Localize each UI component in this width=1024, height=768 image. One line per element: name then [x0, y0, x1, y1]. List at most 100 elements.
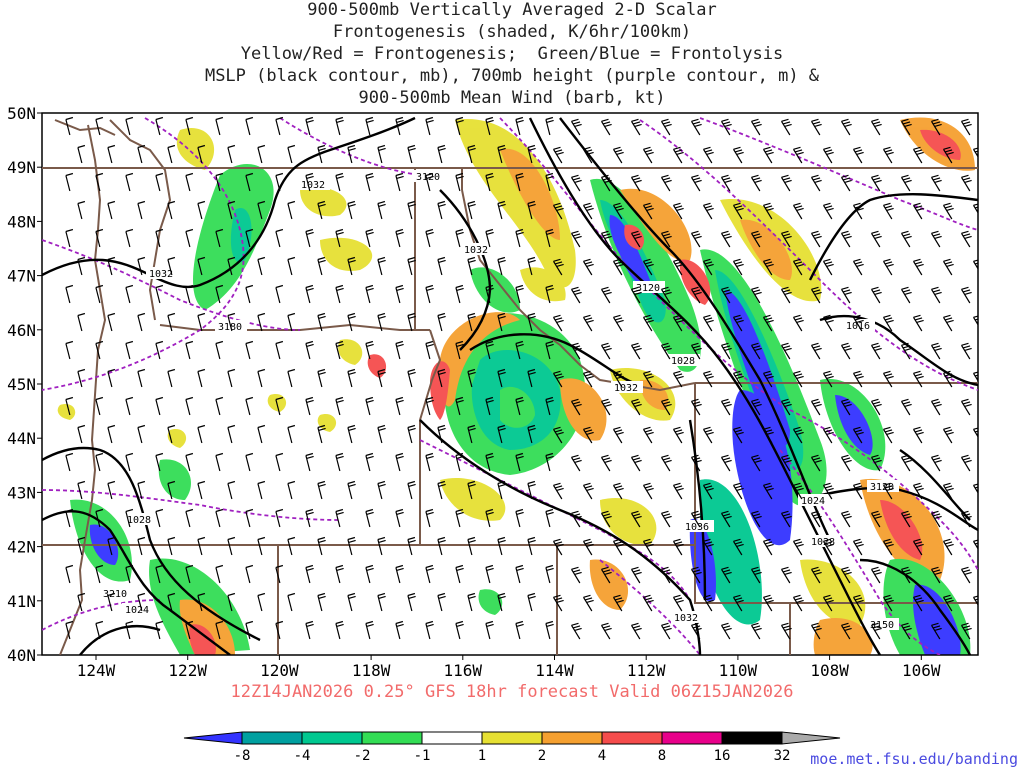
wind-barb — [257, 368, 266, 388]
wind-barb — [912, 146, 924, 164]
wind-barb — [467, 592, 476, 612]
wind-barb — [810, 230, 822, 248]
wind-barb — [395, 564, 404, 584]
colorbar-label: 2 — [538, 748, 546, 764]
wind-barb — [780, 286, 792, 304]
credit-link[interactable]: moe.met.fsu.edu/banding — [810, 750, 1018, 768]
wind-barb — [275, 228, 284, 248]
wind-barb — [425, 340, 434, 360]
wind-barb — [870, 398, 882, 416]
wind-barb — [245, 508, 254, 528]
wind-barb — [942, 482, 954, 500]
wind-barb — [732, 538, 744, 556]
colorbar-segment — [781, 731, 841, 745]
wind-barb — [570, 118, 582, 136]
wind-barb — [215, 172, 224, 192]
wind-barb — [972, 203, 978, 214]
wind-barb — [972, 371, 978, 382]
mslp-label: 1016 — [846, 321, 870, 332]
wind-barb — [407, 536, 416, 556]
wind-barb — [497, 312, 506, 332]
wind-barb — [630, 286, 642, 304]
wind-barb — [810, 174, 822, 192]
wind-barb — [95, 508, 104, 528]
wind-barb — [840, 566, 852, 584]
wind-barb — [347, 256, 356, 276]
wind-barb — [660, 174, 672, 192]
wind-barb — [702, 538, 714, 556]
wind-barb — [395, 508, 404, 528]
height-label: 3120 — [870, 482, 894, 493]
wind-barb — [942, 370, 954, 388]
wind-barb — [912, 426, 924, 444]
wind-barb — [497, 144, 506, 164]
wind-barb — [215, 396, 224, 416]
lat-tick-label: 45N — [7, 375, 36, 394]
wind-barb — [630, 566, 642, 584]
wind-barb — [642, 202, 654, 220]
lon-tick-label: 118W — [352, 661, 391, 680]
mslp-label: 1032 — [149, 269, 173, 280]
mslp-label: 1032 — [614, 383, 638, 394]
wind-barb — [780, 510, 792, 528]
wind-barb — [275, 452, 284, 472]
wind-barb — [582, 370, 594, 388]
wind-barb — [852, 370, 864, 388]
wind-barb — [852, 314, 864, 332]
wind-barb — [65, 228, 74, 248]
wind-barb — [732, 370, 744, 388]
wind-barb — [702, 202, 714, 220]
wind-barb — [720, 454, 732, 472]
wind-barb — [167, 536, 176, 556]
wind-barb — [425, 452, 434, 472]
wind-barb — [305, 172, 314, 192]
wind-barb — [365, 452, 374, 472]
wind-barb — [852, 594, 864, 612]
wind-barb — [155, 508, 164, 528]
wind-barb — [822, 370, 834, 388]
wind-barb — [702, 146, 714, 164]
wind-barb — [612, 426, 624, 444]
wind-barb — [455, 284, 464, 304]
wind-barb — [870, 286, 882, 304]
wind-barb — [317, 200, 326, 220]
wind-barb — [660, 286, 672, 304]
wind-barb — [762, 146, 774, 164]
wind-barb — [672, 538, 684, 556]
wind-barb — [527, 312, 536, 332]
wind-barb — [642, 426, 654, 444]
wind-barb — [275, 564, 284, 584]
wind-barb — [167, 200, 176, 220]
wind-barb — [822, 482, 834, 500]
wind-barb — [155, 620, 164, 640]
wind-barb — [395, 340, 404, 360]
wind-barb — [287, 312, 296, 332]
wind-barb — [407, 424, 416, 444]
wind-barb — [455, 508, 464, 528]
wind-barb — [930, 342, 942, 360]
wind-barb — [227, 200, 236, 220]
wind-barb — [732, 258, 744, 276]
wind-barb — [732, 314, 744, 332]
wind-barb — [690, 622, 702, 640]
wind-barb — [227, 144, 236, 164]
wind-barb — [197, 256, 206, 276]
wind-barb — [552, 538, 564, 556]
wind-barb — [167, 312, 176, 332]
wind-barb — [690, 398, 702, 416]
wind-barb — [425, 508, 434, 528]
wind-barb — [570, 174, 582, 192]
wind-barb — [852, 258, 864, 276]
wind-barb — [960, 230, 972, 248]
wind-barb — [840, 230, 852, 248]
wind-barb — [167, 480, 176, 500]
wind-barb — [840, 118, 852, 136]
wind-barb — [377, 592, 386, 612]
wind-barb — [485, 508, 494, 528]
wind-barb — [792, 146, 804, 164]
colorbar-label: 32 — [774, 748, 791, 764]
wind-barb — [197, 312, 206, 332]
wind-barb — [527, 200, 536, 220]
wind-barb — [852, 202, 864, 220]
wind-barb — [425, 172, 434, 192]
